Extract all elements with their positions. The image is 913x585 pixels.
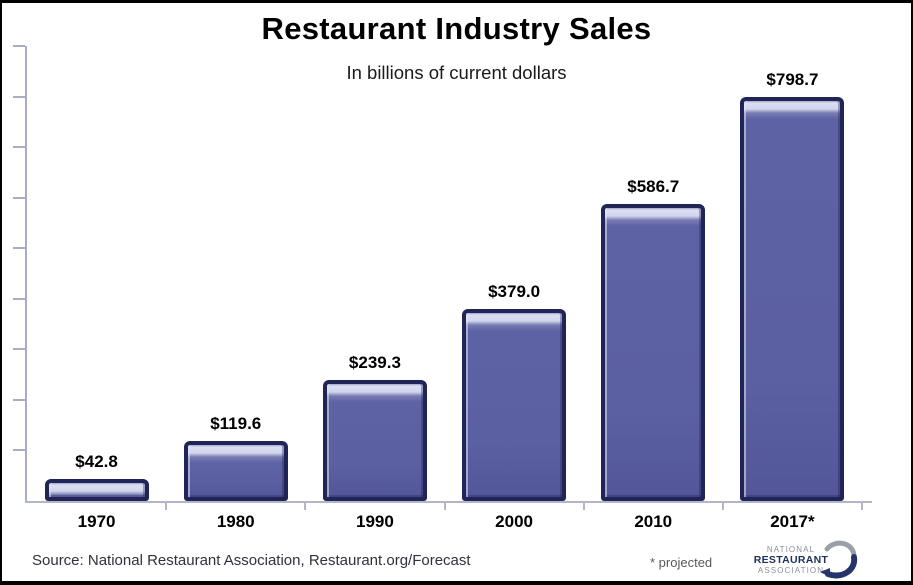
nra-logo-line-national: NATIONAL xyxy=(766,545,816,554)
bar-2010 xyxy=(601,204,706,501)
y-axis-tick xyxy=(13,449,25,452)
bar-value-label: $119.6 xyxy=(210,413,262,433)
y-axis-tick xyxy=(13,297,25,300)
chart-title: Restaurant Industry Sales xyxy=(261,11,652,46)
bar-value-label: $586.7 xyxy=(627,177,680,197)
x-axis-tick xyxy=(861,501,863,510)
source-text: Source: National Restaurant Association,… xyxy=(32,552,471,569)
x-axis-tick xyxy=(582,501,585,510)
bar-2017 xyxy=(740,97,845,501)
y-axis-tick xyxy=(13,247,25,250)
y-axis-line xyxy=(25,46,27,501)
nra-logo-line-association: ASSOCIATION xyxy=(757,566,825,576)
nra-logo-text: NATIONAL RESTAURANT ASSOCIATION xyxy=(747,545,835,575)
bar-1980 xyxy=(183,440,288,501)
y-axis-tick xyxy=(13,196,25,199)
bar-2000 xyxy=(462,309,567,501)
y-axis-tick xyxy=(13,348,25,351)
x-axis-label: 2010 xyxy=(634,512,673,531)
x-axis-tick xyxy=(443,501,446,510)
x-axis-label: 2017* xyxy=(770,512,815,531)
chart-subtitle: In billions of current dollars xyxy=(346,62,567,83)
y-axis-tick xyxy=(13,146,25,149)
y-axis-tick xyxy=(13,398,25,401)
nra-swoosh-icon xyxy=(820,540,858,579)
x-axis-tick xyxy=(304,501,307,510)
x-axis-tick xyxy=(165,501,168,510)
x-axis-tick xyxy=(721,501,724,510)
y-axis-tick xyxy=(13,45,25,47)
bar-value-label: $798.7 xyxy=(766,70,819,90)
nra-logo: NATIONAL RESTAURANT ASSOCIATION xyxy=(747,538,859,581)
projected-note: * projected xyxy=(650,555,713,570)
x-axis-label: 2000 xyxy=(495,512,533,531)
x-axis-label: 1970 xyxy=(77,512,116,531)
bar-value-label: $379.0 xyxy=(488,282,541,302)
nra-logo-line-restaurant: RESTAURANT xyxy=(753,554,829,567)
y-axis-tick xyxy=(13,95,25,98)
bar-1990 xyxy=(322,380,427,501)
x-axis-label: 1990 xyxy=(355,512,394,531)
x-axis-line xyxy=(25,501,872,503)
bar-1970 xyxy=(44,479,149,501)
x-axis-label: 1980 xyxy=(216,512,255,531)
bar-value-label: $239.3 xyxy=(348,353,401,373)
plot-area: $42.8 1970 $119.6 1980 $239.3 1990 $379.0 2000 $… xyxy=(13,45,872,531)
bar-value-label: $42.8 xyxy=(75,452,118,472)
